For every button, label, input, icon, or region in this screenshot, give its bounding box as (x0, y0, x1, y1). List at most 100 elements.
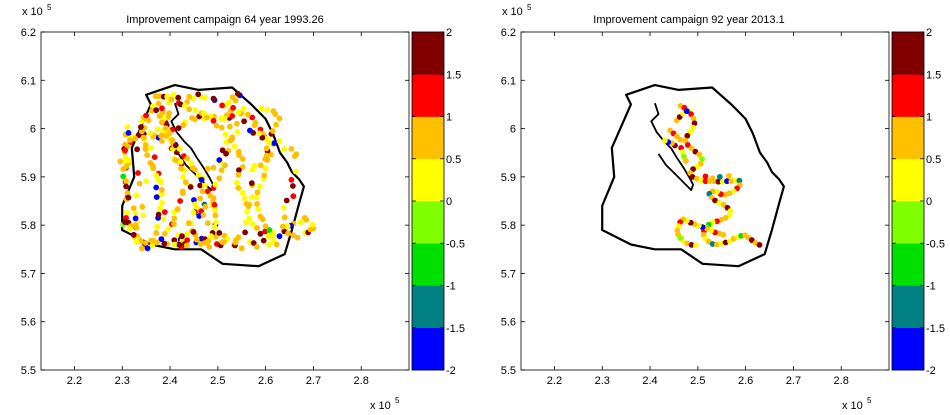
scatter-point (234, 179, 240, 186)
x-tick-label: 2.4 (642, 375, 657, 387)
scatter-point (153, 230, 160, 236)
scatter-point (285, 230, 291, 237)
scatter-point (222, 131, 229, 138)
colorbar-segment (892, 285, 924, 329)
scatter-point (722, 191, 728, 198)
left-colorbar: 2 1.5 1 0.5 0 -0.5 -1 -1.5 -2 (411, 27, 465, 377)
y-tick-label: 6 (510, 124, 516, 136)
scatter-point (123, 178, 129, 185)
scatter-point (154, 126, 161, 133)
scatter-point (684, 142, 691, 148)
scatter-point (144, 245, 151, 252)
scatter-point (149, 242, 156, 249)
scatter-point (192, 107, 199, 114)
scatter-point (140, 134, 147, 141)
scatter-point (724, 178, 730, 185)
scatter-point (122, 219, 128, 226)
scatter-point (235, 172, 242, 178)
scatter-point (679, 149, 686, 156)
scatter-point (276, 233, 283, 240)
scatter-point (284, 223, 291, 230)
scatter-point (124, 124, 131, 130)
scatter-point (230, 104, 237, 111)
scatter-point (149, 103, 156, 110)
right-x-multiplier: x 10 5 (842, 396, 872, 412)
scatter-point (156, 113, 163, 119)
right-chart-title: Improvement campaign 92 year 2013.1 (593, 14, 784, 26)
scatter-point (159, 200, 165, 206)
scatter-point (239, 156, 246, 162)
colorbar-tick-label: 1 (926, 112, 932, 124)
scatter-point (161, 230, 168, 237)
scatter-point (168, 96, 175, 103)
scatter-point (170, 91, 177, 98)
scatter-point (133, 238, 140, 245)
scatter-point (254, 201, 260, 207)
scatter-point (197, 182, 204, 189)
colorbar-segment (892, 32, 924, 75)
scatter-point (216, 230, 223, 236)
x-tick-label: 2.6 (258, 375, 273, 387)
scatter-point (140, 212, 147, 219)
y-tick-label: 6.2 (21, 27, 36, 39)
left-plot-panel: Improvement campaign 64 year 1993.26 2.2… (21, 3, 465, 412)
y-tick-label: 5.9 (21, 172, 36, 184)
right-scatter-points (662, 103, 763, 249)
left-x-multiplier-base: x 10 (370, 400, 391, 412)
colorbar-segment (412, 243, 444, 286)
x-tick-label: 2.8 (354, 375, 369, 387)
scatter-point (693, 242, 699, 249)
scatter-point (682, 137, 689, 144)
scatter-point (249, 221, 256, 228)
scatter-point (288, 146, 295, 152)
colorbar-tick-label: -0.5 (446, 238, 465, 250)
y-tick-label: 5.7 (21, 268, 36, 280)
scatter-point (702, 178, 709, 185)
scatter-point (234, 129, 241, 135)
scatter-point (259, 134, 266, 141)
scatter-point (677, 136, 683, 143)
colorbar-segment (892, 74, 924, 117)
scatter-point (212, 181, 219, 188)
scatter-point (257, 213, 264, 220)
scatter-point (236, 167, 242, 174)
scatter-point (182, 179, 189, 186)
scatter-point (279, 223, 286, 230)
scatter-point (138, 124, 144, 130)
colorbar-tick-label: 1.5 (926, 69, 941, 81)
scatter-point (212, 207, 218, 214)
scatter-point (166, 130, 173, 137)
right-x-ticks: 2.2 2.3 2.4 2.5 2.6 2.7 2.8 (547, 32, 849, 387)
scatter-point (155, 211, 162, 218)
right-y-multiplier: x 10 5 (502, 3, 532, 18)
scatter-point (120, 166, 127, 173)
scatter-point (200, 212, 207, 218)
colorbar-tick-label: 2 (446, 27, 452, 39)
scatter-point (244, 208, 250, 215)
scatter-point (210, 164, 217, 171)
scatter-point (171, 237, 178, 244)
right-y-multiplier-exponent: 5 (527, 3, 532, 12)
scatter-point (176, 146, 183, 152)
scatter-point (262, 223, 269, 230)
scatter-point (177, 198, 184, 204)
scatter-point (276, 138, 283, 145)
scatter-point (226, 123, 233, 130)
scatter-point (155, 177, 162, 184)
colorbar-segment (412, 285, 444, 329)
scatter-point (133, 224, 140, 231)
colorbar-segment (892, 327, 924, 371)
scatter-point (159, 187, 165, 193)
scatter-point (132, 210, 139, 217)
scatter-point (702, 173, 709, 180)
scatter-point (273, 121, 279, 128)
right-plot-panel: Improvement campaign 92 year 2013.1 2.2 2… (501, 3, 945, 412)
colorbar-segment (892, 243, 924, 286)
scatter-point (117, 158, 124, 165)
scatter-point (186, 93, 193, 100)
scatter-point (182, 103, 188, 109)
scatter-point (197, 195, 204, 202)
colorbar-tick-label: 0 (926, 196, 932, 208)
scatter-point (211, 202, 218, 208)
scatter-point (142, 146, 149, 153)
